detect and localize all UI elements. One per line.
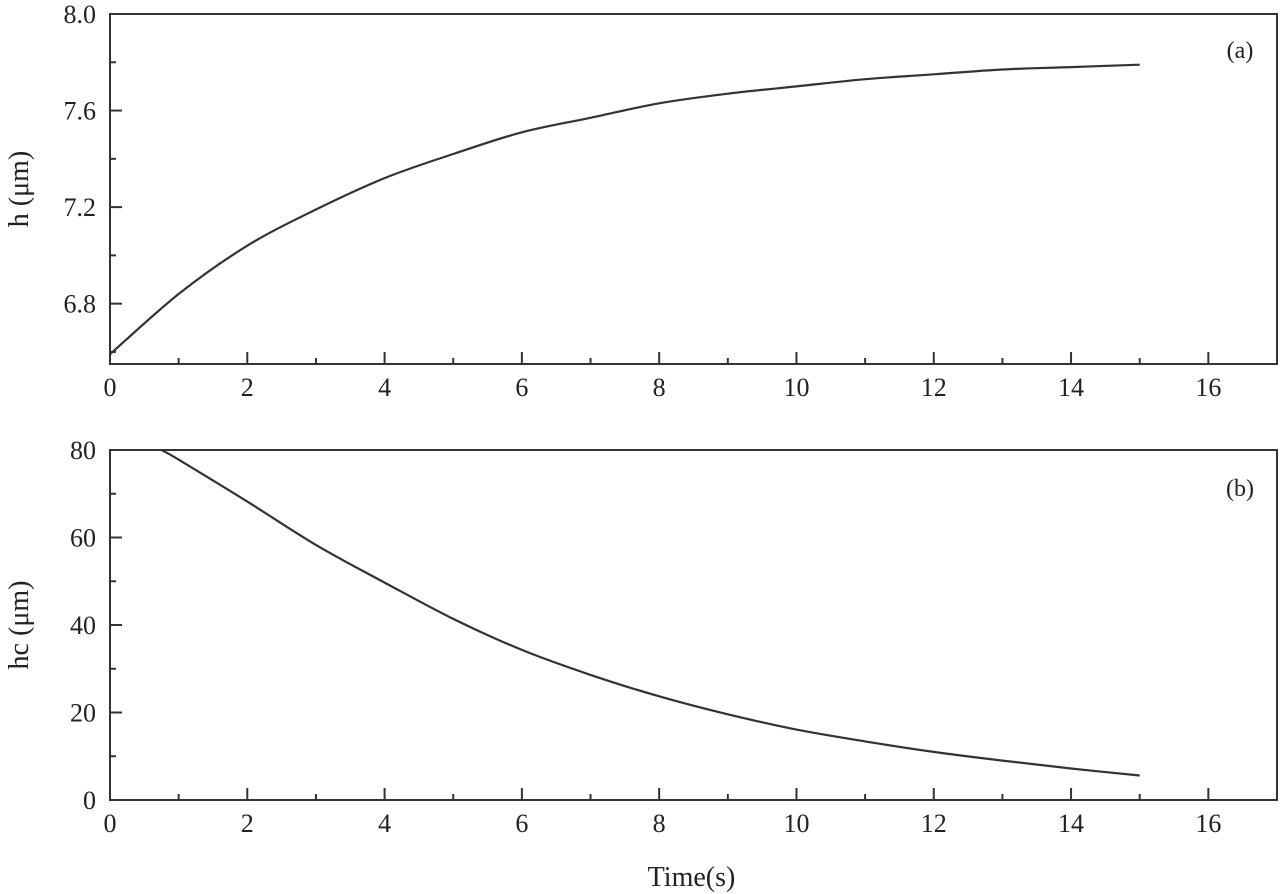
series-line: [160, 449, 1140, 777]
x-tick-label: 8: [653, 809, 666, 838]
x-tick-label: 14: [1058, 809, 1084, 838]
x-tick-label: 4: [378, 809, 391, 838]
x-tick-label: 4: [378, 373, 391, 402]
plot-frame: [109, 13, 1278, 365]
y-tick-label: 40: [70, 611, 96, 640]
x-tick-label: 2: [241, 809, 254, 838]
y-axis-title: h (μm): [4, 151, 35, 227]
series-line: [109, 63, 1140, 356]
panel-label: (b): [1226, 476, 1254, 502]
x-tick-label: 2: [241, 373, 254, 402]
y-axis-title: hc (μm): [4, 581, 35, 670]
y-tick-label: 7.6: [64, 97, 97, 126]
y-tick-label: 60: [70, 524, 96, 553]
panel-label: (a): [1227, 38, 1254, 64]
panel-b: 0 2 4 6 8 10 12 14 16 0 20 40 60 80 hc (μm) Time(s) (b): [4, 436, 1278, 893]
x-tick-label: 8: [653, 373, 666, 402]
x-tick-label: 12: [921, 809, 947, 838]
x-tick-label: 10: [783, 373, 809, 402]
x-tick-label: 12: [921, 373, 947, 402]
x-tick-label: 6: [515, 809, 528, 838]
y-tick-label: 7.2: [64, 193, 97, 222]
x-tick-label: 16: [1195, 809, 1221, 838]
x-tick-label: 16: [1195, 373, 1221, 402]
panel-a: 0 2 4 6 8 10 12 14 16 6.8 7.2 7.6 8.0 h (μm) (a): [4, 0, 1278, 402]
x-tick-label: 10: [783, 809, 809, 838]
y-tick-label: 80: [70, 436, 96, 465]
x-tick-label: 0: [104, 373, 117, 402]
x-tick-label: 0: [104, 809, 117, 838]
x-tick-label: 6: [515, 373, 528, 402]
x-tick-label: 14: [1058, 373, 1084, 402]
y-tick-label: 0: [83, 786, 96, 815]
y-tick-label: 6.8: [64, 290, 97, 319]
plot-frame: [109, 449, 1278, 801]
x-axis-title: Time(s): [648, 862, 736, 893]
y-tick-label: 8.0: [64, 0, 97, 29]
y-tick-label: 20: [70, 699, 96, 728]
